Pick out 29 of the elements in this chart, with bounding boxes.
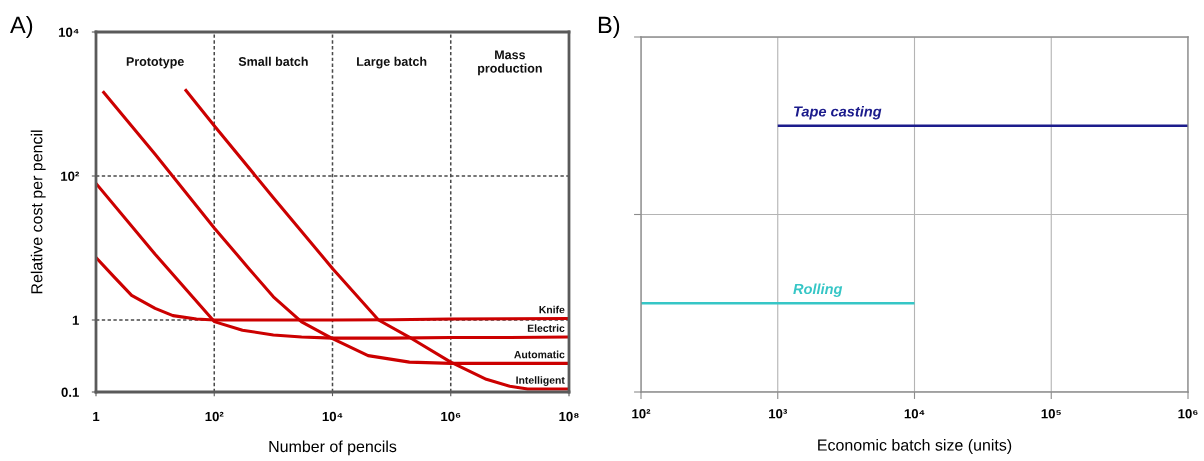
y-tick-label: Rolling bbox=[793, 283, 843, 297]
chart-title: A) bbox=[10, 16, 33, 38]
x-tick-label: 10² bbox=[632, 409, 651, 419]
series-label: Intelligent bbox=[516, 376, 565, 386]
x-tick-label: 10⁵ bbox=[1041, 409, 1061, 419]
x-axis-title: Number of pencils bbox=[269, 440, 397, 456]
series-label: Knife bbox=[539, 305, 565, 314]
x-tick-label: 10⁶ bbox=[1178, 409, 1198, 419]
annotation: Prototype bbox=[126, 57, 184, 69]
y-axis-title: Relative cost per pencil bbox=[30, 130, 46, 294]
y-tick-label: 0.1 bbox=[61, 387, 79, 397]
x-tick-label: 10³ bbox=[769, 409, 787, 419]
x-axis-title: Economic batch size (units) bbox=[818, 439, 1012, 454]
x-tick-label: 10⁶ bbox=[441, 411, 461, 422]
x-tick-label: 10⁴ bbox=[904, 409, 925, 419]
x-tick-label: 10⁸ bbox=[559, 411, 579, 422]
y-tick-label: 10⁴ bbox=[58, 27, 79, 37]
y-tick-label: Tape casting bbox=[794, 105, 882, 120]
x-tick-label: 10⁴ bbox=[322, 411, 343, 422]
y-tick-label: 10² bbox=[61, 171, 80, 181]
y-tick-label: 1 bbox=[72, 315, 79, 325]
annotation: Mass production bbox=[478, 50, 542, 76]
series-label: Automatic bbox=[514, 350, 565, 359]
x-tick-label: 10² bbox=[205, 411, 224, 422]
series-label: Electric bbox=[527, 324, 565, 332]
annotation: Large batch bbox=[357, 56, 427, 69]
chart-title: B) bbox=[598, 16, 620, 38]
x-tick-label: 1 bbox=[93, 411, 100, 422]
annotation: Small batch bbox=[238, 56, 308, 66]
